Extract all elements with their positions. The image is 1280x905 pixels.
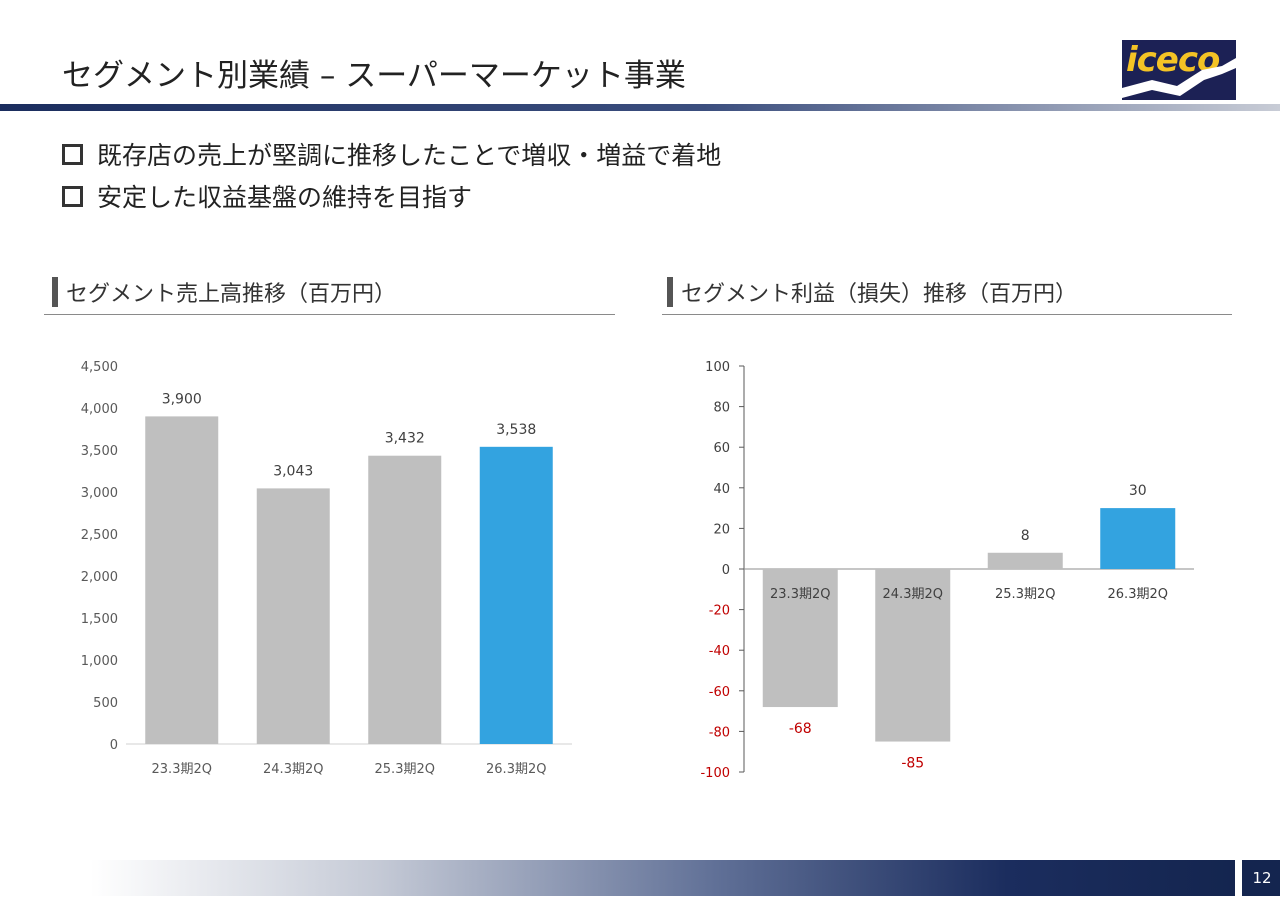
company-logo: iceco [1122, 40, 1236, 100]
data-label: -85 [901, 756, 924, 772]
y-tick-label: 4,500 [81, 360, 118, 375]
y-tick-label: -100 [700, 766, 730, 781]
profit-bar-chart: -100 -80 -60 -40 -20 0 20 40 60 80 100 -68 23.3期2Q -8… [700, 360, 1194, 781]
profit-chart-header: セグメント利益（損失）推移（百万円） [667, 276, 1077, 308]
x-tick-label: 23.3期2Q [152, 762, 212, 777]
bar [875, 569, 951, 742]
bar [145, 416, 219, 744]
data-label: 8 [1021, 528, 1030, 544]
logo-wave [1122, 58, 1236, 98]
y-tick-label: 2,500 [81, 528, 118, 543]
data-label: 3,432 [385, 431, 425, 447]
page-title: セグメント別業績 – スーパーマーケット事業 [62, 58, 686, 94]
section-marker [52, 277, 58, 307]
y-tick-label: 2,000 [81, 570, 118, 585]
y-tick-label: 3,000 [81, 486, 118, 501]
y-tick-label: 60 [713, 441, 730, 456]
y-tick-label: 40 [713, 482, 730, 497]
data-label: 3,538 [496, 422, 536, 438]
sales-bar-chart: 0 500 1,000 1,500 2,000 2,500 3,000 3,500 4,000 4… [81, 360, 572, 777]
data-label: 3,043 [273, 463, 313, 479]
y-tick-label: -60 [709, 685, 730, 700]
y-tick-label: 100 [705, 360, 730, 375]
bar [1100, 508, 1176, 569]
y-tick-label: 0 [722, 563, 730, 578]
y-tick-label: 3,500 [81, 444, 118, 459]
bullet-2: 安定した収益基盤の維持を目指す [62, 178, 472, 214]
checkbox-square-icon [62, 143, 83, 165]
sales-chart-title: セグメント売上高推移（百万円） [66, 282, 397, 307]
title-divider [0, 104, 1280, 111]
bar [479, 446, 553, 744]
bullet-text: 既存店の売上が堅調に推移したことで増収・増益で着地 [97, 141, 722, 170]
y-tick-label: 1,000 [81, 654, 118, 669]
y-tick-label: 20 [713, 522, 730, 537]
section-marker [667, 277, 673, 307]
bar [762, 569, 838, 708]
y-tick-label: -20 [709, 604, 730, 619]
x-tick-label: 24.3期2Q [883, 587, 943, 602]
section-underline [662, 314, 1232, 315]
bullet-text: 安定した収益基盤の維持を目指す [97, 183, 473, 212]
data-label: 3,900 [162, 391, 202, 407]
y-tick-label: 500 [93, 696, 118, 711]
bar [256, 488, 330, 744]
page-number: 12 [1240, 860, 1280, 896]
sales-chart-header: セグメント売上高推移（百万円） [52, 276, 396, 308]
x-tick-label: 26.3期2Q [486, 762, 546, 777]
x-tick-label: 24.3期2Q [263, 762, 323, 777]
x-tick-label: 26.3期2Q [1108, 587, 1168, 602]
section-underline [44, 314, 615, 315]
bullet-1: 既存店の売上が堅調に推移したことで増収・増益で着地 [62, 136, 721, 172]
y-tick-label: -80 [709, 725, 730, 740]
y-tick-label: 1,500 [81, 612, 118, 627]
y-tick-label: 0 [110, 738, 118, 753]
x-tick-label: 23.3期2Q [770, 587, 830, 602]
profit-chart-title: セグメント利益（損失）推移（百万円） [681, 282, 1078, 307]
x-tick-label: 25.3期2Q [995, 587, 1055, 602]
y-tick-label: 4,000 [81, 402, 118, 417]
data-label: -68 [789, 721, 812, 737]
x-tick-label: 25.3期2Q [375, 762, 435, 777]
bar [987, 552, 1063, 569]
y-tick-label: 80 [713, 401, 730, 416]
data-label: 30 [1129, 483, 1147, 499]
footer-bar [90, 860, 1235, 896]
checkbox-square-icon [62, 185, 83, 207]
y-tick-label: -40 [709, 644, 730, 659]
bar [368, 455, 442, 744]
